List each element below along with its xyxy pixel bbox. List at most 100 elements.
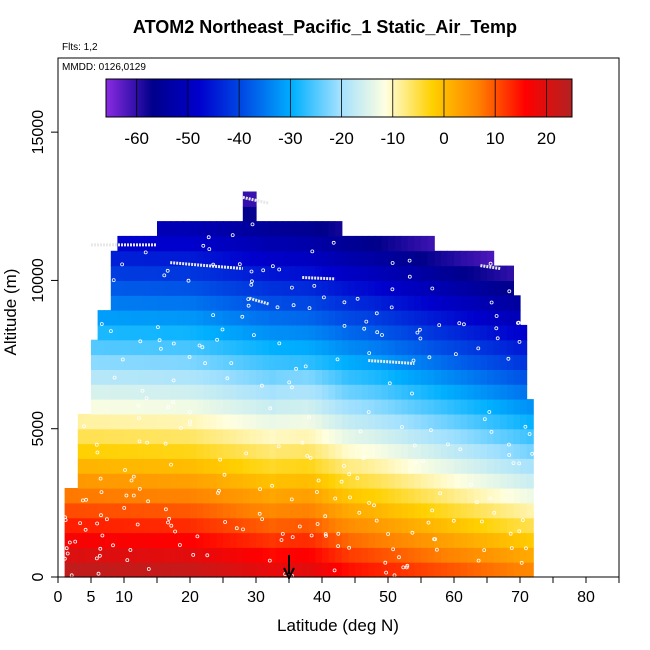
heatmap-cell [368, 280, 376, 296]
heatmap-cell [150, 532, 158, 548]
heatmap-cell [467, 324, 475, 341]
heatmap-cell [407, 265, 415, 281]
heatmap-cell [282, 443, 290, 459]
heatmap-cell [183, 324, 191, 341]
heatmap-cell [394, 339, 402, 356]
heatmap-cell [506, 369, 514, 385]
heatmap-cell [460, 488, 468, 504]
heatmap-cell [427, 235, 435, 252]
heatmap-cell [454, 369, 462, 385]
heatmap-cell [262, 221, 270, 237]
measurement-point [342, 323, 347, 328]
heatmap-cell [190, 473, 198, 489]
measurement-point [519, 561, 524, 565]
heatmap-cell [381, 532, 389, 548]
heatmap-cell [348, 250, 356, 267]
measurement-point [358, 429, 363, 434]
heatmap-cell [467, 502, 475, 519]
heatmap-cell [315, 221, 323, 237]
heatmap-cell [117, 280, 125, 296]
heatmap-cell [124, 562, 132, 578]
heatmap-cell [256, 547, 264, 563]
heatmap-cell [401, 265, 409, 281]
heatmap-cell [84, 532, 92, 548]
heatmap-cell [328, 324, 336, 341]
heatmap-cell [196, 517, 204, 534]
heatmap-cell [97, 428, 105, 445]
heatmap-cell [183, 384, 191, 400]
heatmap-cell [242, 473, 250, 489]
heatmap-cell [203, 369, 211, 385]
heatmap-cell [473, 562, 481, 578]
heatmap-cell [348, 428, 356, 445]
heatmap-cell [143, 428, 151, 445]
heatmap-cell [203, 443, 211, 459]
measurement-point [297, 524, 302, 529]
measurement-point [482, 548, 487, 552]
heatmap-cell [381, 458, 389, 474]
heatmap-cell [407, 473, 415, 489]
heatmap-cell [282, 532, 290, 548]
heatmap-cell [506, 517, 514, 534]
heatmap-cell [341, 369, 349, 385]
heatmap-cell [242, 339, 250, 356]
heatmap-cell [196, 488, 204, 504]
heatmap-cell [262, 458, 270, 474]
heatmap-cell [262, 517, 270, 534]
heatmap-cell [130, 547, 138, 563]
heatmap-cell [473, 458, 481, 474]
heatmap-cell [229, 443, 237, 459]
heatmap-cell [328, 369, 336, 385]
heatmap-cell [414, 517, 422, 534]
heatmap-cell [414, 295, 422, 311]
heatmap-cell [361, 310, 369, 326]
heatmap-cell [275, 399, 283, 415]
heatmap-cell [520, 339, 528, 356]
heatmap-cell [480, 428, 488, 445]
heatmap-cell [427, 517, 435, 534]
measurement-point [517, 529, 522, 534]
heatmap-cell [262, 413, 270, 430]
heatmap-cell [308, 428, 316, 445]
heatmap-cell [500, 473, 508, 489]
heatmap-cell [236, 280, 244, 296]
heatmap-cell [242, 206, 250, 222]
heatmap-cell [163, 339, 171, 356]
heatmap-cell [328, 428, 336, 445]
heatmap-cell [170, 547, 178, 563]
heatmap-cell [209, 384, 217, 400]
heatmap-cell [209, 354, 217, 370]
heatmap-cell [196, 443, 204, 459]
heatmap-cell [447, 488, 455, 504]
measurement-point [300, 440, 305, 445]
heatmap-cell [493, 339, 501, 356]
heatmap-cell [157, 547, 165, 563]
colorbar-tick-label: -10 [380, 129, 405, 148]
measurement-point [294, 366, 299, 371]
heatmap-cell [275, 280, 283, 296]
heatmap-cell [150, 473, 158, 489]
heatmap-cell [355, 517, 363, 534]
heatmap-cell [447, 443, 455, 459]
measurement-point [167, 516, 172, 521]
heatmap-cell [388, 547, 396, 563]
heatmap-cell [335, 399, 343, 415]
measurement-point [339, 479, 344, 484]
heatmap-cell [150, 369, 158, 385]
heatmap-cell [236, 221, 244, 237]
heatmap-cell [440, 280, 448, 296]
heatmap-cell [223, 547, 231, 563]
heatmap-cell [176, 354, 184, 370]
heatmap-cell [157, 354, 165, 370]
x-tick-label: 40 [313, 589, 331, 606]
heatmap-cell [269, 354, 277, 370]
measurement-point [390, 261, 395, 265]
heatmap-cell [282, 280, 290, 296]
heatmap-cell [361, 250, 369, 267]
measurement-point [218, 457, 223, 462]
heatmap-cell [355, 488, 363, 504]
heatmap-cell [275, 235, 283, 252]
heatmap-cell [295, 443, 303, 459]
measurement-point [111, 278, 116, 283]
measurement-point [146, 499, 151, 504]
